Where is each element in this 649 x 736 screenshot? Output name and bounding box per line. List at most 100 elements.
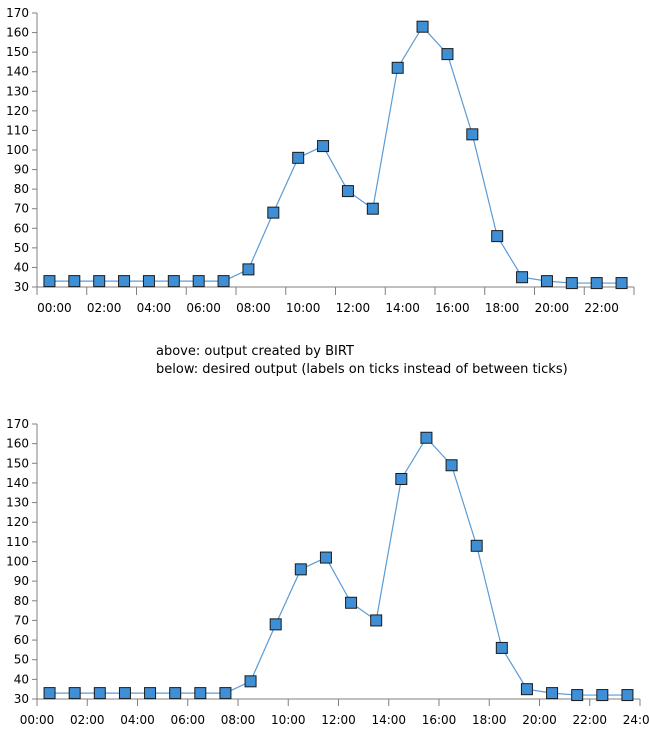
y-tick-label: 70 — [14, 613, 29, 627]
data-point — [441, 48, 454, 61]
y-tick-label: 30 — [14, 692, 29, 706]
data-point — [466, 128, 479, 141]
data-point — [317, 140, 330, 153]
data-point — [391, 61, 404, 74]
data-point — [194, 687, 207, 700]
data-point — [294, 563, 307, 576]
data-point — [495, 641, 508, 654]
data-point — [118, 275, 131, 288]
y-tick-label: 50 — [14, 241, 29, 255]
data-point — [491, 230, 504, 243]
x-tick-label: 14:00 — [371, 713, 406, 727]
data-point — [118, 687, 131, 700]
y-tick-label: 140 — [6, 65, 29, 79]
x-tick-label: 02:00 — [87, 301, 122, 315]
y-tick-label: 130 — [6, 84, 29, 98]
caption-line-above: above: output created by BIRT — [156, 344, 354, 359]
y-tick-label: 150 — [6, 45, 29, 59]
y-tick-label: 70 — [14, 202, 29, 216]
y-tick-label: 160 — [6, 437, 29, 451]
data-point — [416, 20, 429, 33]
x-tick-label: 08:00 — [236, 301, 271, 315]
data-point — [341, 185, 354, 198]
y-tick-label: 160 — [6, 26, 29, 40]
y-tick-label: 100 — [6, 555, 29, 569]
x-tick-label: 10:00 — [286, 301, 321, 315]
data-point — [43, 275, 56, 288]
data-point — [319, 551, 332, 564]
data-point — [420, 431, 433, 444]
y-tick-label: 60 — [14, 633, 29, 647]
y-tick-label: 40 — [14, 672, 29, 686]
x-tick-label: 24:00 — [623, 713, 649, 727]
x-tick-label: 18:00 — [485, 301, 520, 315]
data-point — [366, 202, 379, 215]
data-point — [621, 689, 634, 702]
data-point — [142, 275, 155, 288]
data-point — [565, 277, 578, 290]
data-point — [244, 675, 257, 688]
x-tick-label: 20:00 — [522, 713, 557, 727]
data-point — [615, 277, 628, 290]
y-tick-label: 90 — [14, 163, 29, 177]
y-tick-label: 80 — [14, 594, 29, 608]
data-point — [217, 275, 230, 288]
y-tick-label: 60 — [14, 221, 29, 235]
y-tick-label: 150 — [6, 456, 29, 470]
data-point — [596, 689, 609, 702]
x-tick-label: 10:00 — [271, 713, 306, 727]
data-point — [169, 687, 182, 700]
x-tick-label: 02:00 — [70, 713, 105, 727]
data-point — [93, 275, 106, 288]
data-point — [445, 459, 458, 472]
data-point — [167, 275, 180, 288]
data-point — [219, 687, 232, 700]
y-tick-label: 100 — [6, 143, 29, 157]
data-point — [242, 263, 255, 276]
x-tick-label: 22:00 — [584, 301, 619, 315]
series-line — [49, 25, 622, 284]
data-point — [68, 275, 81, 288]
data-point — [470, 539, 483, 552]
data-point — [540, 275, 553, 288]
chart-birt-output: 30 40 50 60 70 80 90 100 110 120 130 140 150 160 170 00… — [6, 6, 635, 315]
x-tick-label: 06:00 — [170, 713, 205, 727]
data-point — [269, 618, 282, 631]
data-point — [93, 687, 106, 700]
y-tick-label: 80 — [14, 182, 29, 196]
x-tick-label: 20:00 — [535, 301, 570, 315]
y-tick-label: 140 — [6, 476, 29, 490]
x-tick-label: 08:00 — [221, 713, 256, 727]
data-point — [516, 271, 529, 284]
x-tick-label: 04:00 — [137, 301, 172, 315]
y-tick-label: 110 — [6, 535, 29, 549]
caption-line-below: below: desired output (labels on ticks i… — [156, 362, 568, 377]
y-tick-label: 130 — [6, 496, 29, 510]
y-tick-label: 50 — [14, 653, 29, 667]
data-point — [144, 687, 157, 700]
data-point — [292, 151, 305, 164]
y-tick-label: 170 — [6, 6, 29, 20]
y-tick-label: 40 — [14, 260, 29, 274]
data-point — [571, 689, 584, 702]
x-tick-label: 16:00 — [422, 713, 457, 727]
y-tick-label: 170 — [6, 417, 29, 431]
x-tick-label: 12:00 — [336, 301, 371, 315]
y-tick-label: 120 — [6, 104, 29, 118]
data-point — [345, 596, 358, 609]
x-tick-label: 16:00 — [435, 301, 470, 315]
series-line — [49, 436, 628, 696]
x-tick-label: 14:00 — [385, 301, 420, 315]
data-point — [370, 614, 383, 627]
data-point — [520, 683, 533, 696]
y-tick-label: 120 — [6, 515, 29, 529]
x-tick-label: 00:00 — [20, 713, 55, 727]
data-point — [267, 206, 280, 219]
x-tick-label: 12:00 — [321, 713, 356, 727]
data-point — [590, 277, 603, 290]
data-point — [43, 687, 56, 700]
data-point — [546, 687, 559, 700]
data-point — [395, 473, 408, 485]
chart-desired-output: 30 40 50 60 70 80 90 100 110 120 130 140 150 160 170 00… — [6, 417, 649, 727]
y-tick-label: 110 — [6, 123, 29, 137]
